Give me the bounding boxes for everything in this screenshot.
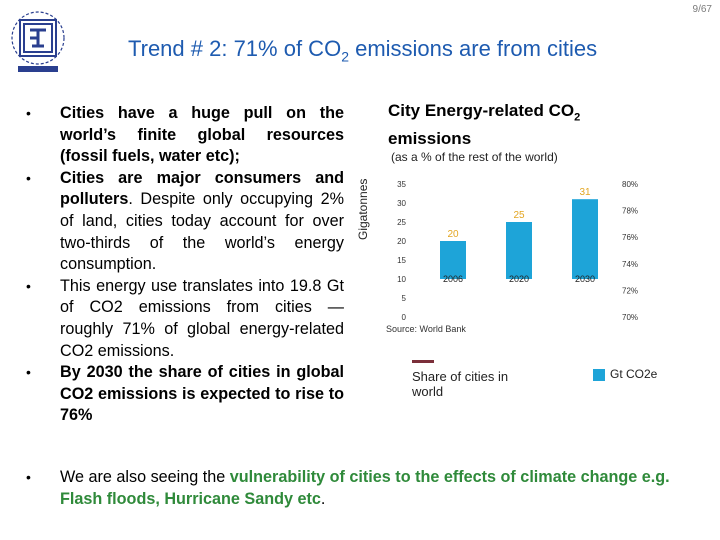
y2-tick-label: 74% <box>622 260 638 269</box>
y-tick-label: 0 <box>402 313 407 322</box>
chart-bar <box>506 222 532 279</box>
bar-value-label: 25 <box>513 210 525 221</box>
source-note: Source: World Bank <box>386 324 466 334</box>
chart-bar <box>440 241 466 279</box>
chart-title-post: emissions <box>388 129 472 149</box>
x-category-label: 2020 <box>509 274 529 284</box>
bullet-dot: • <box>26 364 31 381</box>
y-tick-label: 5 <box>402 294 407 303</box>
y-tick-label: 15 <box>397 256 406 265</box>
title-post: emissions are from cities <box>348 36 598 61</box>
bar-value-label: 20 <box>447 229 459 240</box>
bullet-item-vulnerability: • We are also seeing the vulnerability o… <box>22 467 712 510</box>
title-pre: Trend # 2: 71% of CO <box>128 36 342 61</box>
bullet-text: . Despite only occupying 2% of land, cit… <box>60 190 344 274</box>
bullet-text: This energy use translates into 19.8 Gt … <box>60 276 344 360</box>
logo <box>11 11 65 72</box>
bullet-dot: • <box>26 169 31 186</box>
vulnerability-highlight: vulnerability of cities to the effects o… <box>60 468 670 508</box>
y-tick-label: 20 <box>397 237 406 246</box>
gt-legend-swatch <box>593 369 605 381</box>
chart-title-pre: City Energy-related CO <box>388 101 575 120</box>
chart-subtitle: (as a % of the rest of the world) <box>391 150 558 164</box>
bullet-item: • This energy use translates into 19.8 G… <box>22 276 344 362</box>
bullet-text: We are also seeing the <box>60 468 230 486</box>
y2-tick-label: 76% <box>622 233 638 242</box>
bullet-item: • By 2030 the share of cities in global … <box>22 362 344 427</box>
bullet-dot: • <box>26 469 31 485</box>
x-category-label: 2030 <box>575 274 595 284</box>
bullet-item: • Cities have a huge pull on the world’s… <box>22 103 344 168</box>
page-number: 9/67 <box>692 4 712 15</box>
bullet-dot: • <box>26 277 31 294</box>
y2-tick-label: 72% <box>622 286 638 295</box>
y-tick-label: 35 <box>397 180 406 189</box>
chart-title: City Energy-related CO2 emissions <box>388 100 580 150</box>
share-legend-line <box>412 360 434 363</box>
legend-gt-label: Gt CO2e <box>610 367 658 381</box>
y-tick-label: 25 <box>397 218 406 227</box>
y2-tick-label: 70% <box>622 313 638 322</box>
bullet-text-end: . <box>320 489 326 508</box>
chart-bar <box>572 199 598 279</box>
bullet-list: • Cities have a huge pull on the world’s… <box>22 103 344 427</box>
bullet-dot: • <box>26 105 31 121</box>
bullet-item: • Cities are major consumers and pollute… <box>22 168 344 276</box>
y-tick-label: 30 <box>397 199 406 208</box>
bullet-text: Cities have a huge pull on the world’s f… <box>60 104 344 166</box>
y-axis-label: Gigatonnes <box>356 178 370 240</box>
y2-tick-label: 80% <box>622 180 638 189</box>
legend-share-label: Share of cities in world <box>412 369 509 399</box>
bar-value-label: 31 <box>579 187 591 198</box>
chart-title-sub: 2 <box>574 111 581 124</box>
y-tick-label: 10 <box>397 275 406 284</box>
slide-title: Trend # 2: 71% of CO2 emissions are from… <box>128 36 688 64</box>
bullet-bold-text: Cities are major consumers and polluters <box>60 168 344 209</box>
x-category-label: 2006 <box>443 274 463 284</box>
title-sub: 2 <box>341 48 349 65</box>
bullet-text: By 2030 the share of cities in global CO… <box>60 363 344 425</box>
y2-tick-label: 78% <box>622 207 638 216</box>
emissions-bar-chart: 0 5 10 15 20 25 30 35 70% 72% 74% 76% 78% 80% 20 2006 25… <box>397 180 638 322</box>
